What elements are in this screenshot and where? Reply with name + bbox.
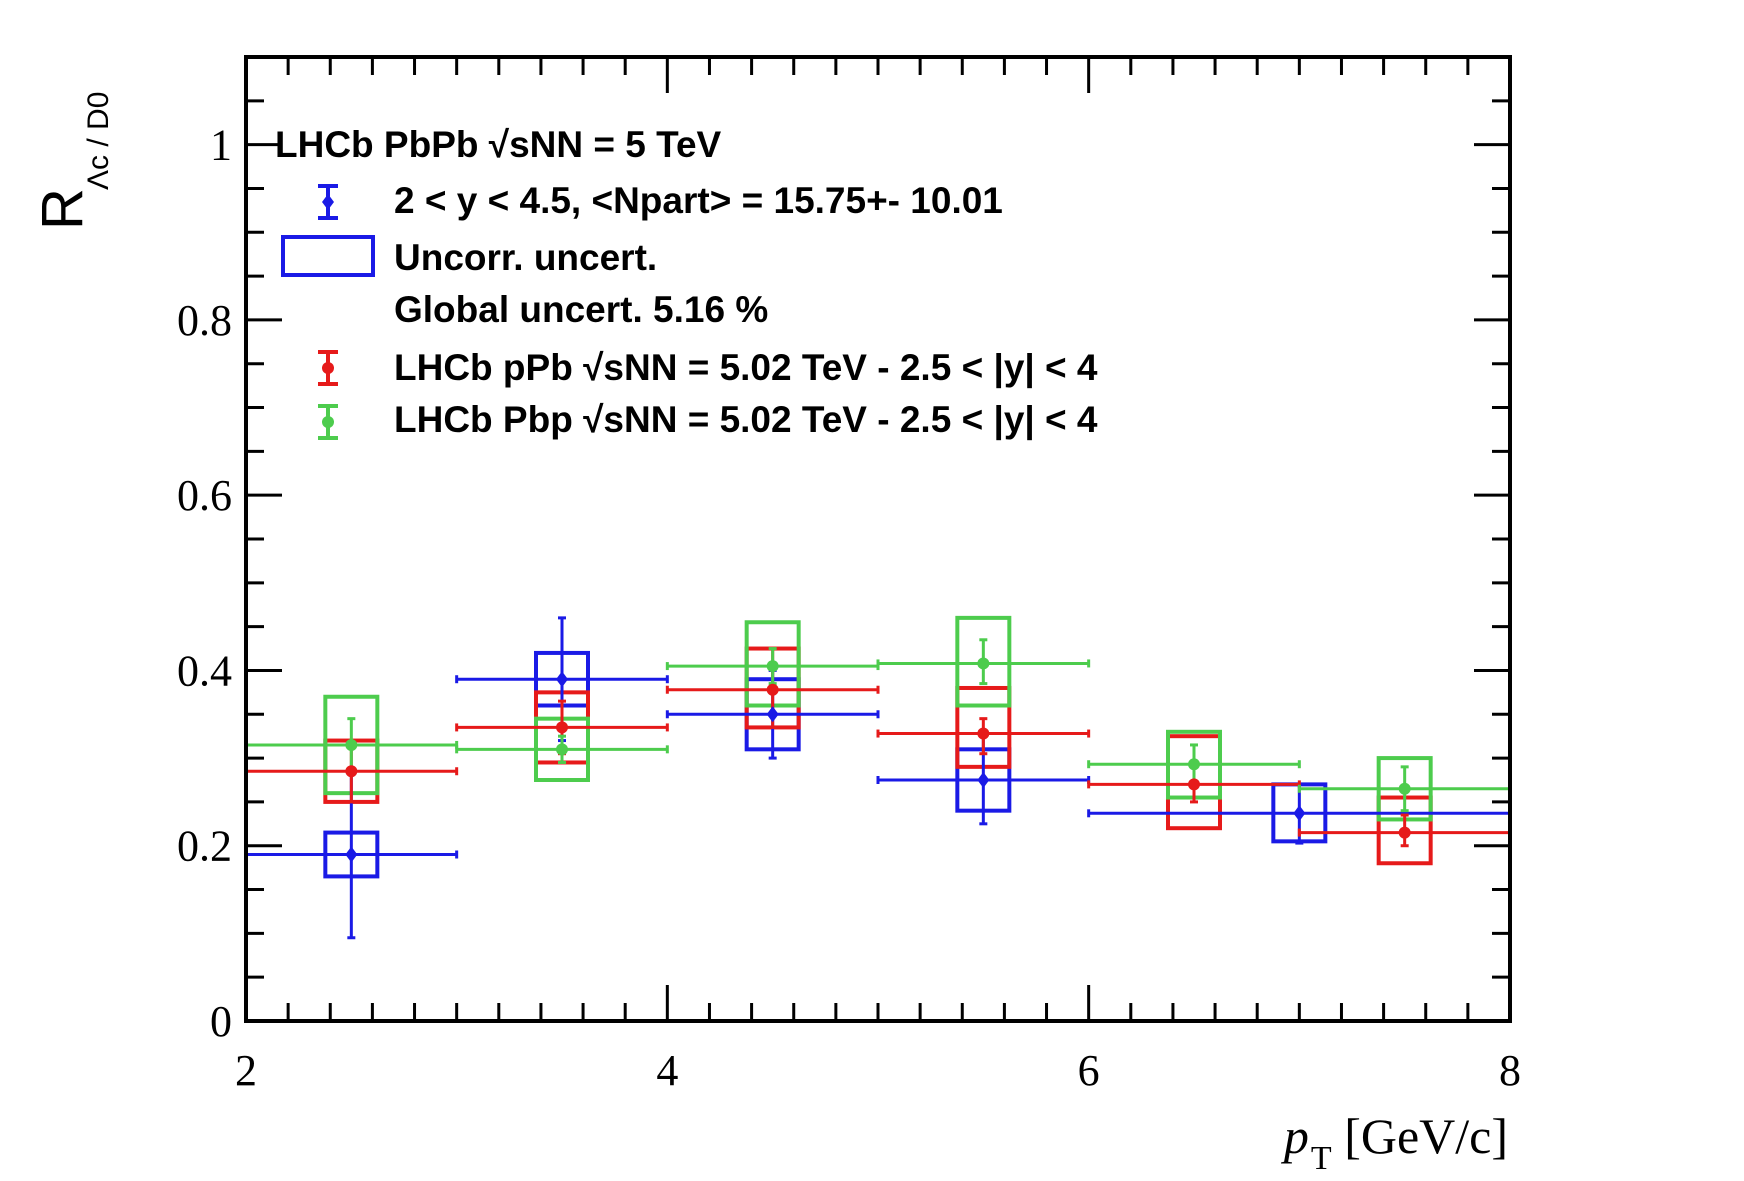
x-tick-label: 6 <box>1078 1046 1100 1095</box>
data-markers <box>345 657 1411 863</box>
circle-marker <box>1398 826 1411 839</box>
x-tick-label: 4 <box>656 1046 678 1095</box>
circle-marker <box>766 660 779 673</box>
legend-global-label: Global uncert. 5.16 % <box>394 289 768 330</box>
diamond-marker <box>345 846 358 863</box>
legend-ppb-label: LHCb pPb √sNN = 5.02 TeV - 2.5 < |y| < 4 <box>394 347 1098 389</box>
diamond-marker <box>977 772 990 788</box>
legend-pbp-marker <box>322 416 334 428</box>
x-tick-label: 2 <box>235 1046 257 1095</box>
y-axis-title: R Λc / D0 <box>30 92 115 230</box>
axis-ticks <box>244 55 1512 1023</box>
circle-marker <box>977 657 990 670</box>
circle-marker <box>1398 782 1411 795</box>
diamond-marker <box>556 671 568 688</box>
x-tick-label: 8 <box>1499 1046 1521 1095</box>
x-axis-title: pT [GeV/c] <box>1281 1108 1508 1177</box>
x-axis-title-unit: [GeV/c] <box>1332 1108 1508 1164</box>
legend-entry-uncorr: Uncorr. uncert. <box>281 235 657 278</box>
legend-entry-ppb: LHCb pPb √sNN = 5.02 TeV - 2.5 < |y| < 4 <box>318 347 1098 389</box>
y-tick-label: 0.8 <box>177 296 232 345</box>
legend-pbpb-label: 2 < y < 4.5, <Npart> = 15.75+- 10.01 <box>394 180 1003 221</box>
x-axis-title-sub: T <box>1311 1140 1332 1177</box>
diamond-marker <box>766 706 779 723</box>
y-tick-label: 0.4 <box>177 646 232 695</box>
legend-ppb-marker <box>322 362 334 374</box>
y-axis-title-sub: Λc / D0 <box>82 92 115 190</box>
y-tick-label: 0.2 <box>177 822 232 871</box>
diamond-marker <box>1293 805 1306 822</box>
circle-marker <box>345 738 358 751</box>
legend-pbp-label: LHCb Pbp √sNN = 5.02 TeV - 2.5 < |y| < 4 <box>394 399 1098 441</box>
legend-uncorr-box <box>281 235 375 277</box>
x-axis-title-main: p <box>1281 1108 1309 1164</box>
circle-marker <box>977 727 990 740</box>
legend-entry-global: Global uncert. 5.16 % <box>394 289 768 330</box>
y-tick-label: 0.6 <box>177 471 232 520</box>
y-tick-label: 1 <box>210 121 232 170</box>
circle-marker <box>1188 758 1200 771</box>
legend-uncorr-label: Uncorr. uncert. <box>394 237 657 278</box>
circle-marker <box>556 721 568 734</box>
circle-marker <box>345 765 358 778</box>
legend-entry-pbpb: 2 < y < 4.5, <Npart> = 15.75+- 10.01 <box>318 180 1003 221</box>
y-tick-label: 0 <box>210 997 232 1046</box>
legend-pbpb-marker <box>322 194 334 210</box>
y-axis-title-main: R <box>30 188 95 230</box>
circle-marker <box>556 743 568 756</box>
circle-marker <box>766 683 779 696</box>
axis-tick-labels: 2 4 6 8 0 0.2 0.4 0.6 0.8 1 <box>177 121 1521 1095</box>
legend-header: LHCb PbPb √sNN = 5 TeV <box>275 124 722 165</box>
circle-marker <box>1188 778 1200 791</box>
legend-entry-pbp: LHCb Pbp √sNN = 5.02 TeV - 2.5 < |y| < 4 <box>318 399 1098 441</box>
uncertainty-box <box>955 615 1012 708</box>
legend: LHCb PbPb √sNN = 5 TeV 2 < y < 4.5, <Npa… <box>275 124 1098 441</box>
